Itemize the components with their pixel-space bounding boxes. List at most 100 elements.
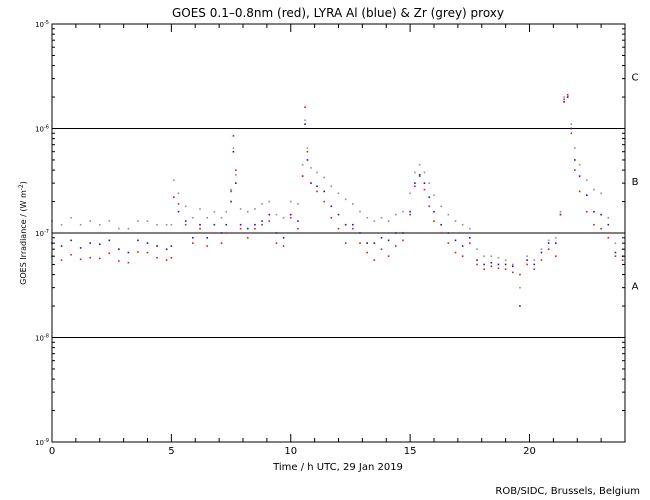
data-point xyxy=(297,203,299,205)
x-tick-label: 10 xyxy=(284,446,297,457)
data-point xyxy=(359,242,361,244)
data-point xyxy=(184,223,187,226)
data-point xyxy=(330,216,333,219)
data-point xyxy=(533,259,536,261)
data-point xyxy=(469,242,471,244)
y-tick-label: 10-9 xyxy=(35,438,49,447)
data-point xyxy=(184,205,187,208)
data-point xyxy=(559,210,562,213)
data-point xyxy=(454,239,457,242)
data-point xyxy=(199,223,201,226)
data-point xyxy=(614,251,617,254)
data-point xyxy=(108,239,111,242)
data-point xyxy=(387,220,390,222)
data-point xyxy=(246,227,249,230)
data-point xyxy=(490,255,493,257)
data-point xyxy=(380,248,383,250)
data-point xyxy=(232,147,235,149)
data-point xyxy=(490,265,493,268)
data-point xyxy=(206,245,208,247)
data-point xyxy=(554,242,557,244)
data-point xyxy=(387,255,390,257)
data-point xyxy=(323,176,325,179)
data-point xyxy=(127,227,130,230)
data-point xyxy=(177,210,180,213)
data-point xyxy=(184,220,187,222)
data-point xyxy=(395,232,397,234)
data-point xyxy=(137,251,139,253)
data-point xyxy=(206,216,208,219)
data-point xyxy=(483,268,485,271)
data-point xyxy=(447,213,450,216)
data-point xyxy=(359,232,361,234)
data-point xyxy=(268,213,271,216)
data-point xyxy=(213,210,216,213)
data-point xyxy=(316,171,318,174)
x-axis-ticks: 0 5 10 15 20 xyxy=(49,24,626,457)
x-tick-label: 15 xyxy=(404,446,417,457)
data-point xyxy=(289,213,292,216)
data-point xyxy=(570,123,573,125)
data-point xyxy=(170,223,173,226)
data-point xyxy=(402,239,404,242)
y-tick-label: 10-8 xyxy=(35,334,49,343)
data-point xyxy=(578,175,581,177)
data-point xyxy=(423,182,426,184)
data-point xyxy=(476,263,478,266)
data-point xyxy=(282,245,285,247)
data-point xyxy=(301,175,304,177)
data-point xyxy=(275,232,278,234)
data-point xyxy=(540,259,543,261)
data-point xyxy=(170,256,173,259)
data-point xyxy=(526,259,528,261)
flare-class-label: B xyxy=(632,177,639,188)
data-point xyxy=(170,245,173,247)
data-point xyxy=(118,248,120,250)
data-point xyxy=(337,192,340,195)
data-point xyxy=(344,198,347,201)
data-point xyxy=(235,182,237,184)
data-point xyxy=(519,273,521,276)
data-point xyxy=(310,167,312,169)
data-point xyxy=(330,185,333,188)
data-point xyxy=(98,223,101,226)
data-point xyxy=(578,190,581,193)
data-point xyxy=(246,210,249,213)
data-point xyxy=(366,251,368,254)
y-tick-label: 10-6 xyxy=(35,125,49,134)
data-point xyxy=(192,242,194,244)
data-point xyxy=(621,259,624,261)
data-point xyxy=(213,223,216,226)
data-point xyxy=(423,171,426,174)
data-point xyxy=(146,242,149,244)
data-point xyxy=(261,203,263,205)
data-point xyxy=(586,194,588,196)
x-tick-label: 5 xyxy=(168,446,174,457)
data-point xyxy=(533,268,536,271)
data-point xyxy=(540,248,543,250)
data-point xyxy=(70,216,72,219)
data-point xyxy=(428,182,431,184)
data-point xyxy=(414,171,416,174)
data-point xyxy=(373,259,376,261)
data-point xyxy=(306,150,309,153)
data-point xyxy=(344,223,347,226)
data-point xyxy=(526,263,528,266)
data-point xyxy=(373,242,376,244)
data-point xyxy=(235,169,237,171)
data-point xyxy=(304,119,306,122)
data-point xyxy=(433,194,435,196)
y-axis-label: GOES Irradiance / (W m-2) xyxy=(18,181,28,285)
data-point xyxy=(418,174,421,176)
data-point xyxy=(306,147,309,149)
data-point xyxy=(172,196,175,199)
data-point xyxy=(220,232,223,234)
data-point xyxy=(232,135,235,137)
data-point xyxy=(225,210,228,213)
data-point xyxy=(137,239,139,242)
data-point xyxy=(540,251,543,254)
data-point xyxy=(574,147,576,149)
data-point xyxy=(239,227,242,230)
data-point xyxy=(519,286,521,289)
